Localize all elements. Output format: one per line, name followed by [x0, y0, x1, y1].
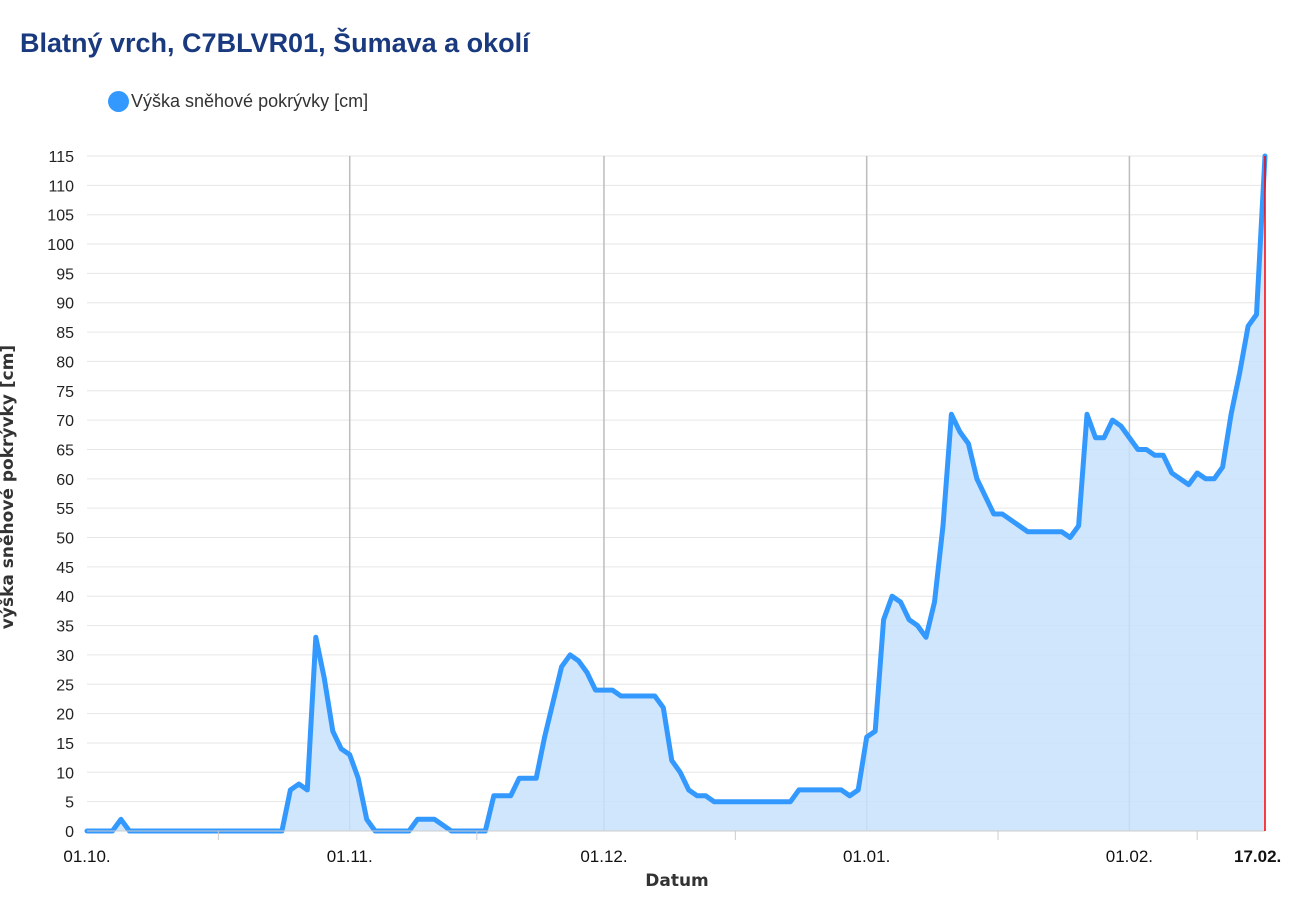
- x-axis-title: Datum: [645, 871, 709, 891]
- legend-marker-icon: [108, 91, 129, 112]
- y-axis-title: výška sněhové pokrývky [cm]: [0, 345, 18, 629]
- series-area: [87, 156, 1265, 831]
- series-line: [84, 153, 1268, 834]
- y-tick-label: 15: [56, 736, 74, 753]
- y-tick-label: 85: [56, 325, 74, 342]
- y-tick-label: 30: [56, 648, 74, 665]
- y-tick-label: 20: [56, 707, 74, 724]
- y-tick-label: 40: [56, 589, 74, 606]
- y-tick-label: 90: [56, 296, 74, 313]
- legend-label: Výška sněhové pokrývky [cm]: [131, 91, 369, 111]
- y-tick-label: 55: [56, 501, 74, 518]
- y-tick-label: 60: [56, 472, 74, 489]
- y-tick-label: 110: [48, 178, 74, 195]
- y-tick-label: 5: [65, 795, 74, 812]
- y-tick-label: 95: [56, 266, 74, 283]
- y-tick-label: 45: [56, 560, 74, 577]
- x-tick-label: 01.11.: [327, 847, 373, 866]
- y-tick-label: 115: [48, 149, 74, 166]
- y-tick-label: 75: [56, 384, 74, 401]
- y-tick-label: 0: [65, 824, 74, 841]
- y-tick-label: 25: [56, 677, 74, 694]
- y-tick-label: 105: [47, 208, 74, 225]
- y-tick-label: 100: [47, 237, 74, 254]
- x-tick-label: 17.02.: [1234, 847, 1281, 866]
- legend[interactable]: Výška sněhové pokrývky [cm]: [108, 91, 368, 112]
- y-tick-label: 65: [56, 442, 74, 459]
- y-tick-label: 80: [56, 354, 74, 371]
- y-tick-label: 50: [56, 531, 74, 548]
- x-tick-label: 01.02.: [1106, 847, 1153, 866]
- x-tick-label: 01.12.: [580, 847, 627, 866]
- chart-title: Blatný vrch, C7BLVR01, Šumava a okolí: [20, 28, 530, 58]
- y-tick-label: 10: [56, 765, 74, 782]
- x-tick-label: 01.10.: [63, 847, 110, 866]
- y-tick-label: 70: [56, 413, 74, 430]
- x-tick-label: 01.01.: [843, 847, 890, 866]
- y-tick-label: 35: [56, 619, 74, 636]
